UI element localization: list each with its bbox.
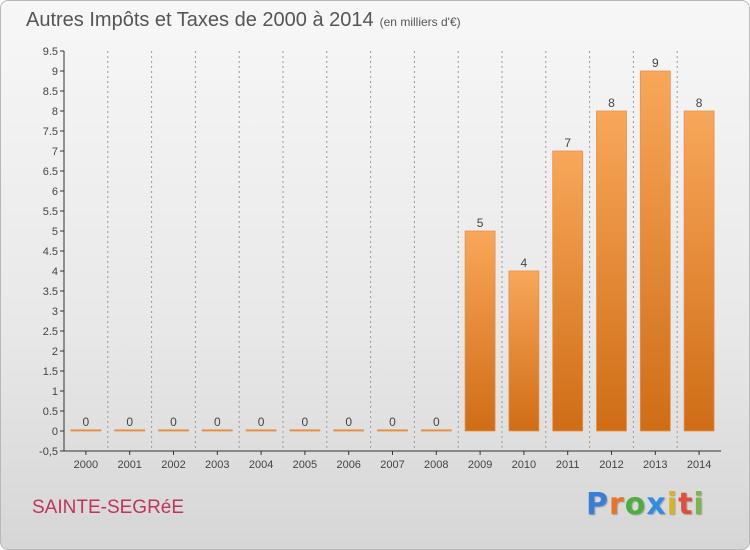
bar bbox=[158, 429, 189, 432]
chart-unit: (en milliers d'€) bbox=[379, 15, 461, 29]
bar-value-label: 5 bbox=[477, 216, 484, 230]
x-tick-label: 2000 bbox=[74, 459, 98, 471]
y-tick-label: 6 bbox=[52, 186, 58, 198]
bar bbox=[596, 110, 627, 432]
bar bbox=[289, 429, 321, 432]
bar bbox=[508, 270, 540, 432]
x-tick-label: 2002 bbox=[161, 459, 185, 471]
bar-value-label: 0 bbox=[258, 415, 265, 429]
x-tick-label: 2001 bbox=[117, 459, 141, 471]
bar bbox=[201, 429, 233, 432]
bar bbox=[683, 110, 715, 432]
y-tick-label: 9 bbox=[52, 66, 58, 78]
y-tick-label: 1.5 bbox=[43, 366, 58, 378]
x-tick-label: 2008 bbox=[424, 459, 448, 471]
y-tick-label: 0 bbox=[52, 426, 58, 438]
bar-value-label: 9 bbox=[652, 56, 659, 70]
logo-letter: i bbox=[693, 487, 705, 522]
x-tick-label: 2013 bbox=[643, 459, 667, 471]
bar-value-label: 4 bbox=[521, 256, 528, 270]
chart-title: Autres Impôts et Taxes de 2000 à 2014 (en… bbox=[26, 9, 461, 32]
y-tick-label: -0,5 bbox=[39, 446, 58, 458]
bar-value-label: 7 bbox=[564, 136, 571, 150]
x-tick-label: 2009 bbox=[468, 459, 492, 471]
y-tick-label: 7.5 bbox=[43, 126, 58, 138]
x-tick-label: 2006 bbox=[336, 459, 360, 471]
x-tick-label: 2011 bbox=[556, 459, 580, 471]
y-tick-label: 4 bbox=[52, 266, 58, 278]
y-tick-label: 2.5 bbox=[43, 326, 58, 338]
y-tick-label: 3 bbox=[52, 306, 58, 318]
y-tick-label: 1 bbox=[52, 386, 58, 398]
proxiti-logo: Proxiti bbox=[586, 487, 705, 522]
bar-value-label: 8 bbox=[608, 96, 615, 110]
bar bbox=[639, 70, 671, 432]
y-tick-label: 0.5 bbox=[43, 406, 58, 418]
x-tick-label: 2007 bbox=[380, 459, 404, 471]
y-tick-label: 8 bbox=[52, 106, 58, 118]
logo-letter: o bbox=[624, 487, 647, 522]
bar-value-label: 0 bbox=[302, 415, 309, 429]
bar bbox=[420, 429, 452, 432]
y-tick-label: 9.5 bbox=[43, 46, 58, 58]
x-tick-label: 2010 bbox=[512, 459, 536, 471]
bar-value-label: 0 bbox=[83, 415, 90, 429]
bar-value-label: 0 bbox=[126, 415, 133, 429]
city-name: SAINTE-SEGRéE bbox=[32, 497, 185, 518]
bar-value-label: 0 bbox=[170, 415, 177, 429]
y-tick-label: 5.5 bbox=[43, 206, 58, 218]
bar bbox=[114, 429, 146, 432]
bar bbox=[552, 150, 584, 432]
x-tick-label: 2003 bbox=[205, 459, 229, 471]
logo-letter: P bbox=[586, 487, 609, 522]
bar bbox=[333, 429, 365, 432]
y-tick-label: 8.5 bbox=[43, 86, 58, 98]
y-tick-label: 6.5 bbox=[43, 166, 58, 178]
bar bbox=[377, 429, 408, 432]
x-tick-label: 2014 bbox=[687, 459, 711, 471]
bar-value-label: 0 bbox=[214, 415, 221, 429]
logo-letter: i bbox=[666, 487, 679, 522]
y-tick-label: 7 bbox=[52, 146, 58, 158]
logo-letter: t bbox=[678, 487, 694, 522]
y-tick-label: 2 bbox=[52, 346, 58, 358]
x-tick-label: 2005 bbox=[293, 459, 317, 471]
y-tick-label: 5 bbox=[52, 226, 58, 238]
bar-value-label: 0 bbox=[433, 415, 440, 429]
bar bbox=[245, 429, 277, 432]
y-tick-label: 4.5 bbox=[43, 246, 58, 258]
bar bbox=[464, 230, 496, 432]
bar-value-label: 0 bbox=[345, 415, 352, 429]
x-tick-label: 2004 bbox=[249, 459, 273, 471]
y-tick-label: 3.5 bbox=[43, 286, 58, 298]
chart-title-text: Autres Impôts et Taxes de 2000 à 2014 bbox=[26, 9, 374, 31]
bar bbox=[70, 429, 102, 432]
logo-letter: x bbox=[646, 487, 667, 522]
logo-letter: r bbox=[609, 487, 625, 522]
bar-value-label: 8 bbox=[696, 96, 703, 110]
bar-value-label: 0 bbox=[389, 415, 396, 429]
x-tick-label: 2012 bbox=[599, 459, 623, 471]
